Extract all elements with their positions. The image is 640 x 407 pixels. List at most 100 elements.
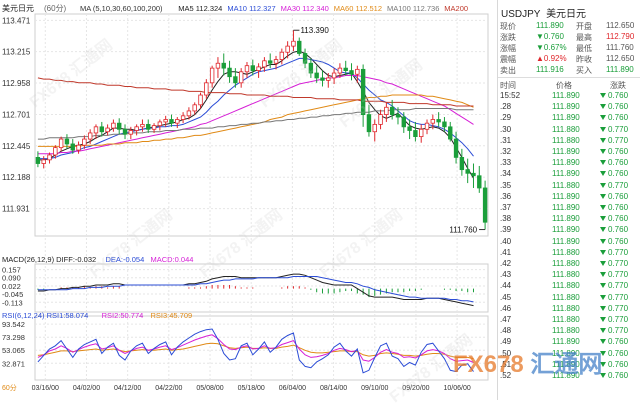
tick-change: 0.760 bbox=[608, 371, 629, 380]
candle-down bbox=[366, 114, 372, 133]
tick-change: 0.760 bbox=[608, 102, 629, 112]
quote-value: 112.650 bbox=[606, 54, 635, 63]
candle-up bbox=[134, 126, 139, 131]
rsi-legend-item: RSI3:45.709 bbox=[151, 311, 193, 320]
tick-table-row: .37 111.890 0.760 bbox=[498, 203, 640, 215]
candle-down bbox=[233, 76, 238, 84]
candle-up bbox=[355, 68, 360, 75]
down-arrow-icon bbox=[600, 339, 606, 345]
tick-time: .28 bbox=[500, 102, 512, 112]
down-arrow-icon bbox=[600, 216, 606, 222]
candle-down bbox=[320, 77, 325, 81]
tick-time: .41 bbox=[500, 247, 512, 257]
candle-up bbox=[209, 67, 215, 84]
tick-table-row: .35 111.880 0.770 bbox=[498, 181, 640, 193]
down-arrow-icon bbox=[600, 205, 606, 210]
candle-down bbox=[442, 121, 447, 128]
candle-down bbox=[395, 114, 401, 118]
candle-up bbox=[140, 123, 145, 128]
bottom-timeframe: 60分 bbox=[2, 383, 17, 392]
tick-time: .29 bbox=[500, 113, 512, 123]
down-arrow-icon bbox=[600, 249, 606, 255]
tick-change: 0.770 bbox=[608, 315, 629, 324]
tick-table-row: .47 111.880 0.770 bbox=[498, 315, 640, 327]
candle-down bbox=[35, 157, 41, 164]
tick-table-row: .30 111.880 0.770 bbox=[498, 125, 640, 137]
quote-symbol: USDJPY bbox=[501, 9, 541, 20]
tick-table-row: .33 111.890 0.760 bbox=[498, 158, 640, 170]
candle-down bbox=[250, 65, 255, 71]
tick-change: 0.760 bbox=[608, 113, 629, 123]
tick-price: 111.890 bbox=[552, 191, 580, 201]
quote-value: ▼0.67% bbox=[536, 43, 567, 52]
tick-table-row: .52 111.890 0.760 bbox=[498, 371, 640, 383]
candle-down bbox=[302, 53, 308, 64]
tick-price: 111.890 bbox=[552, 169, 580, 179]
timeframe-label: (60分) bbox=[44, 4, 67, 13]
big-watermark-part1: FX678 bbox=[453, 351, 524, 378]
rsi2-line bbox=[37, 334, 474, 363]
price-tick-label: 113.471 bbox=[2, 16, 31, 25]
ma-line-ma100 bbox=[37, 108, 474, 140]
down-arrow-icon bbox=[600, 93, 606, 98]
rsi1-line bbox=[37, 328, 474, 374]
macd-tick-label: 0.090 bbox=[2, 274, 21, 283]
x-tick-label: 04/22/00 bbox=[155, 385, 182, 392]
macd-legend-item: DEA:-0.054 bbox=[106, 255, 145, 264]
candle-up bbox=[76, 144, 81, 151]
candle-down bbox=[407, 126, 412, 131]
rsi-tick-label: 73.298 bbox=[2, 333, 25, 342]
candle-down bbox=[360, 68, 366, 116]
candle-up bbox=[372, 123, 377, 133]
quote-row: 现价 111.890 开盘 112.650 bbox=[498, 21, 640, 32]
quote-label: 昨收 bbox=[576, 55, 592, 64]
candle-up bbox=[215, 62, 221, 69]
quote-label: 最高 bbox=[576, 33, 592, 42]
tick-change: 0.770 bbox=[608, 247, 629, 257]
tick-time: .43 bbox=[500, 270, 512, 280]
x-tick-label: 06/04/00 bbox=[279, 385, 306, 392]
tick-change: 0.760 bbox=[608, 169, 629, 179]
tick-change: 0.760 bbox=[608, 91, 629, 100]
tick-time: .42 bbox=[500, 259, 512, 268]
price-tick-label: 113.215 bbox=[2, 48, 31, 57]
candle-down bbox=[227, 67, 232, 78]
down-arrow-icon bbox=[600, 227, 606, 233]
candle-up bbox=[186, 110, 192, 117]
tick-time: .34 bbox=[500, 169, 512, 179]
quote-value: ▼0.760 bbox=[536, 32, 564, 41]
rsi-tick-label: 93.542 bbox=[2, 320, 25, 329]
candle-up bbox=[331, 72, 337, 79]
tick-table-row: .43 111.880 0.770 bbox=[498, 270, 640, 282]
quote-label: 最低 bbox=[576, 44, 592, 53]
ma-legend-ma60: MA60 112.512 bbox=[334, 4, 382, 13]
quote-label: 涨跌 bbox=[500, 33, 516, 42]
candle-up bbox=[238, 71, 244, 84]
tick-change: 0.770 bbox=[608, 270, 629, 280]
tick-change: 0.770 bbox=[608, 135, 629, 145]
tick-time: .35 bbox=[500, 180, 512, 190]
candle-up bbox=[279, 51, 285, 60]
ma-legend-ma5: MA5 112.324 bbox=[178, 4, 222, 13]
candle-up bbox=[273, 59, 279, 64]
tick-change: 0.760 bbox=[608, 214, 629, 224]
tick-price: 111.890 bbox=[552, 113, 580, 123]
ma-line-ma60 bbox=[37, 94, 474, 147]
tick-price: 111.880 bbox=[552, 135, 580, 145]
quote-value: ▲0.92% bbox=[536, 54, 567, 63]
candle-up bbox=[105, 127, 110, 133]
quote-name: 美元日元 bbox=[546, 9, 587, 20]
x-tick-label: 09/20/00 bbox=[402, 385, 429, 392]
tick-change: 0.760 bbox=[608, 147, 629, 156]
quote-label: 买入 bbox=[576, 66, 592, 75]
candle-down bbox=[146, 123, 151, 130]
quote-header: USDJPY 美元日元 bbox=[501, 5, 586, 20]
x-tick-label: 10/06/00 bbox=[443, 385, 470, 392]
x-tick-label: 09/10/00 bbox=[361, 385, 388, 392]
rsi-tick-label: 32.871 bbox=[2, 359, 25, 368]
tick-table-header-cell: 涨跌 bbox=[610, 81, 626, 90]
tick-table-row: .32 111.890 0.760 bbox=[498, 147, 640, 159]
candle-up bbox=[326, 77, 331, 81]
quote-label: 震幅 bbox=[500, 55, 516, 64]
ma-line-ma10 bbox=[37, 57, 474, 160]
